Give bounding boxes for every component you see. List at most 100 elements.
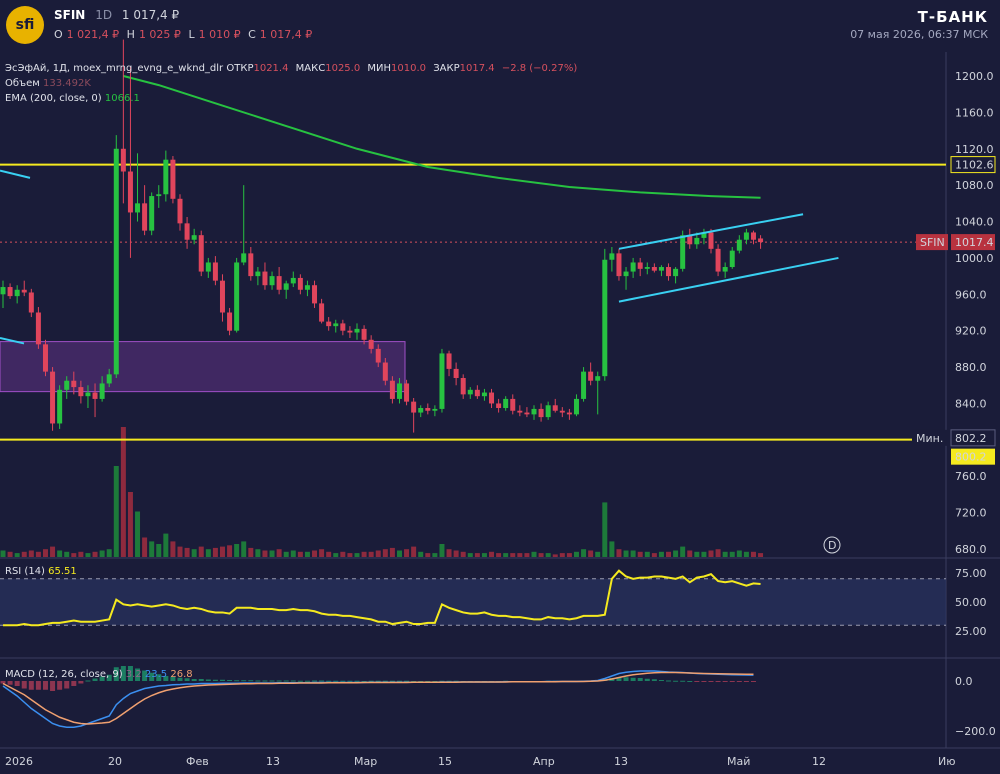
macd-histogram-bar [92, 678, 98, 681]
interval-label[interactable]: 1D [95, 8, 113, 22]
legend-title[interactable]: ЭсЭфАй, 1Д, moex_mrng_evng_e_wknd_dlr [5, 63, 224, 74]
volume-bar [729, 551, 735, 557]
ticker-logo[interactable]: sfi [6, 6, 44, 44]
macd-histogram-bar [149, 672, 155, 681]
volume-bar [474, 553, 480, 557]
legend-change: −2.8 (−0.27%) [501, 63, 578, 74]
volume-bar [57, 550, 63, 557]
macd-histogram-bar [658, 680, 664, 681]
macd-histogram-bar [241, 680, 247, 682]
time-axis-label: 20 [108, 755, 122, 768]
volume-bar [559, 553, 565, 557]
macd-histogram-bar [326, 680, 332, 682]
legend-ema-value: 1066.1 [104, 93, 140, 104]
price-axis-label: 720.0 [955, 507, 987, 520]
macd-histogram-bar [750, 681, 756, 682]
macd-histogram-bar [120, 666, 126, 681]
volume-bar [630, 550, 636, 557]
macd-histogram-bar [319, 680, 325, 682]
candle-body [715, 248, 721, 272]
volume-bar [269, 550, 275, 557]
candle-body [630, 262, 636, 272]
volume-bar [78, 551, 84, 557]
candle-body [21, 289, 27, 293]
high-value: 1 025 ₽ [138, 28, 181, 41]
candle-body [304, 285, 310, 290]
volume-bar [595, 551, 601, 557]
legend-volume-value: 133.492K [43, 78, 91, 89]
volume-bar [248, 547, 254, 557]
volume-bar [35, 551, 41, 557]
candle-body [297, 277, 303, 290]
close-label: C [248, 28, 256, 41]
macd-histogram-bar [616, 677, 622, 681]
macd-histogram-bar [78, 681, 84, 684]
resistance-tag-text: 1102.6 [955, 159, 994, 172]
volume-bar [637, 551, 643, 557]
price-axis-label: 1200.0 [955, 70, 994, 83]
candle-body [616, 253, 622, 277]
volume-bar [347, 553, 353, 557]
candle-body [474, 389, 480, 397]
macd-histogram-bar [396, 680, 402, 682]
price-axis-label: 960.0 [955, 288, 987, 301]
min-tag-text: 802.2 [955, 432, 987, 445]
price-axis-label: 1120.0 [955, 143, 994, 156]
macd-histogram-bar [177, 677, 183, 681]
candle-body [446, 353, 452, 369]
volume-bar [503, 553, 509, 557]
legend-volume-label[interactable]: Объем [5, 78, 40, 89]
rsi-label[interactable]: RSI (14) [5, 566, 45, 577]
volume-bar [304, 551, 310, 557]
candle-body [389, 380, 395, 399]
volume-bar [113, 466, 119, 557]
ticker-line: SFIN 1D 1 017,4 ₽ [54, 8, 179, 22]
candle-body [241, 253, 247, 263]
candle-body [14, 289, 20, 297]
macd-histogram-bar [623, 677, 629, 681]
legend-ema-label[interactable]: EMA (200, close, 0) [5, 93, 102, 104]
legend-high-label: МАКС [295, 63, 326, 74]
macd-histogram-bar [0, 681, 6, 684]
macd-histogram-bar [361, 681, 367, 682]
time-axis-label: Май [727, 755, 750, 768]
macd-histogram-bar [85, 680, 91, 682]
ticker-symbol[interactable]: SFIN [54, 8, 86, 22]
candle-body [680, 235, 686, 269]
candle-body [637, 262, 643, 269]
macd-histogram-bar [262, 680, 268, 682]
macd-histogram-bar [28, 681, 34, 690]
volume-bar [517, 553, 523, 557]
volume-bar [170, 541, 176, 557]
macd-label[interactable]: MACD (12, 26, close, 9) [5, 669, 123, 680]
macd-histogram-bar [729, 681, 735, 682]
volume-bar [361, 551, 367, 557]
volume-bar [21, 551, 27, 557]
high-label: H [126, 28, 135, 41]
volume-bar [333, 553, 339, 557]
volume-bar [467, 553, 473, 557]
volume-bar [262, 550, 268, 557]
candle-body [651, 267, 657, 271]
price-axis-label: 680.0 [955, 543, 987, 556]
macd-histogram-bar [7, 681, 13, 685]
volume-bar [14, 553, 20, 557]
volume-bar [396, 550, 402, 557]
volume-bar [99, 550, 105, 557]
macd-histogram-bar [630, 677, 636, 681]
candle-body [496, 403, 502, 409]
macd-histogram-bar [135, 668, 141, 681]
candle-body [375, 348, 381, 363]
volume-bar [644, 551, 650, 557]
time-axis-label: 13 [614, 755, 628, 768]
volume-bar [28, 550, 34, 557]
macd-histogram-bar [687, 681, 693, 682]
price-axis-label: 760.0 [955, 470, 987, 483]
candle-body [42, 344, 48, 372]
candle-body [340, 323, 346, 331]
candle-body [333, 323, 339, 327]
candle-body [142, 203, 148, 231]
volume-bar [255, 549, 261, 557]
volume-bar [198, 546, 204, 557]
